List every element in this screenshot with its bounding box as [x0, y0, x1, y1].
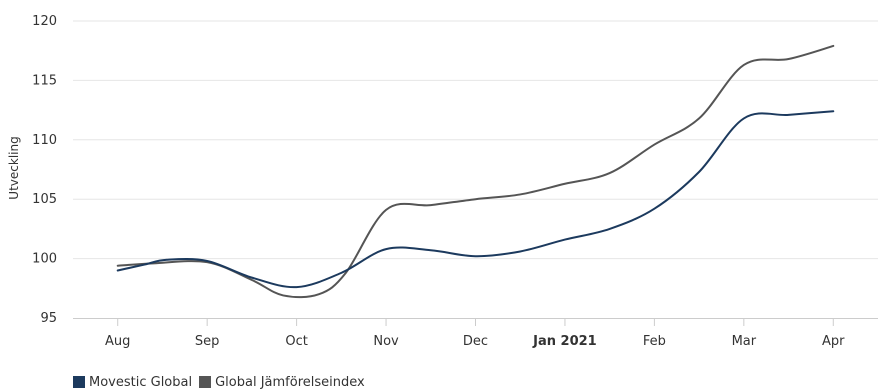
x-tick-label: Nov — [373, 334, 399, 349]
x-axis-ticks: Aug Sep Oct Nov Dec Jan 2021 Feb Mar Apr — [105, 318, 845, 349]
y-tick-label: 105 — [32, 192, 57, 207]
grid-lines — [73, 20, 878, 260]
x-tick-label: Feb — [643, 334, 666, 349]
x-tick-label: Oct — [285, 334, 307, 349]
x-tick-label: Dec — [463, 334, 488, 349]
legend-swatch — [199, 376, 212, 388]
x-tick-label: Jan 2021 — [532, 334, 597, 349]
x-tick-label: Mar — [732, 334, 757, 349]
legend: Movestic Global Global Jämförelseindex — [73, 374, 372, 390]
y-tick-label: 120 — [32, 14, 57, 29]
legend-item-global-index[interactable]: Global Jämförelseindex — [199, 375, 365, 390]
legend-swatch — [73, 376, 85, 388]
series-line-movestic-global[interactable] — [116, 110, 835, 289]
legend-label: Global Jämförelseindex — [215, 374, 365, 390]
y-axis-ticks: 95 100 105 110 115 120 — [32, 14, 57, 326]
x-tick-label: Aug — [105, 334, 130, 349]
y-tick-label: 95 — [40, 311, 57, 326]
legend-item-movestic-global[interactable]: Movestic Global — [73, 375, 192, 390]
y-tick-label: 110 — [32, 133, 57, 148]
series-lines — [116, 44, 835, 299]
x-tick-label: Sep — [195, 334, 220, 349]
series-line-global-index[interactable] — [116, 44, 835, 299]
y-tick-label: 115 — [32, 73, 57, 88]
legend-label: Movestic Global — [89, 374, 193, 390]
y-axis-label: Utveckling — [7, 136, 21, 199]
y-tick-label: 100 — [32, 252, 57, 267]
x-tick-label: Apr — [822, 334, 845, 349]
